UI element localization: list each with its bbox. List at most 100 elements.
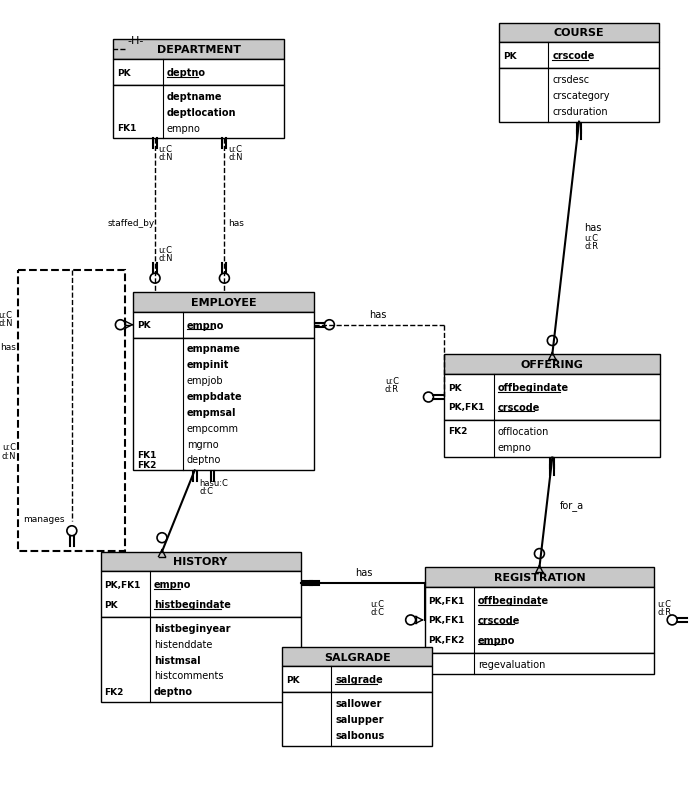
Text: staffed_by: staffed_by xyxy=(108,219,155,228)
Bar xyxy=(101,552,301,572)
Text: empno: empno xyxy=(167,124,201,133)
Text: d:C: d:C xyxy=(370,607,384,616)
Text: crscategory: crscategory xyxy=(552,91,610,101)
Text: histbeginyear: histbeginyear xyxy=(154,623,230,633)
Bar xyxy=(101,618,301,703)
Bar xyxy=(424,568,654,588)
Bar xyxy=(424,588,654,653)
Text: u:C: u:C xyxy=(158,145,172,154)
Text: COURSE: COURSE xyxy=(554,28,604,38)
Bar xyxy=(133,313,313,338)
Text: empno: empno xyxy=(154,580,191,589)
Text: has: has xyxy=(228,219,244,228)
Text: REGISTRATION: REGISTRATION xyxy=(493,573,585,582)
Text: crscode: crscode xyxy=(497,403,540,412)
Bar xyxy=(133,293,313,313)
Text: PK: PK xyxy=(503,51,516,61)
Text: deptname: deptname xyxy=(167,91,222,102)
Text: deptlocation: deptlocation xyxy=(167,107,237,118)
Bar xyxy=(444,375,660,420)
Text: u:C: u:C xyxy=(228,145,242,154)
Text: SALGRADE: SALGRADE xyxy=(324,652,391,662)
Text: OFFERING: OFFERING xyxy=(521,360,584,370)
Text: PK: PK xyxy=(117,68,131,78)
Text: d:N: d:N xyxy=(0,318,13,327)
Text: FK2: FK2 xyxy=(448,427,468,435)
Text: crscode: crscode xyxy=(478,615,520,625)
Text: histcomments: histcomments xyxy=(154,670,224,681)
Text: has: has xyxy=(355,568,372,577)
Text: EMPLOYEE: EMPLOYEE xyxy=(190,298,256,307)
Text: empno: empno xyxy=(187,320,224,330)
Text: d:N: d:N xyxy=(228,153,243,162)
Text: u:C: u:C xyxy=(370,599,384,608)
Bar xyxy=(282,666,433,692)
Text: offbegindate: offbegindate xyxy=(478,595,549,606)
Text: u:C: u:C xyxy=(385,377,399,386)
Text: manages: manages xyxy=(23,514,65,523)
Text: FK1: FK1 xyxy=(117,124,137,133)
Text: histenddate: histenddate xyxy=(154,639,213,649)
Text: mgrno: mgrno xyxy=(187,439,218,449)
Text: histbegindate: histbegindate xyxy=(154,599,231,610)
Text: offbegindate: offbegindate xyxy=(478,595,549,606)
Bar xyxy=(113,86,284,140)
Bar xyxy=(424,653,654,674)
Text: crscode: crscode xyxy=(478,615,520,625)
Bar xyxy=(113,40,284,60)
Text: sallower: sallower xyxy=(335,699,382,708)
Text: FK2: FK2 xyxy=(104,687,124,696)
Text: salgrade: salgrade xyxy=(335,674,383,685)
Text: u:C: u:C xyxy=(658,599,671,608)
Text: PK: PK xyxy=(137,321,151,330)
Text: empno: empno xyxy=(154,580,191,589)
Bar xyxy=(499,43,659,69)
Text: salgrade: salgrade xyxy=(335,674,383,685)
Text: u:C: u:C xyxy=(158,246,172,255)
Text: empno: empno xyxy=(187,320,224,330)
Bar xyxy=(282,692,433,746)
Text: deptno: deptno xyxy=(167,68,206,78)
Text: PK,FK1: PK,FK1 xyxy=(448,403,484,412)
Text: crsduration: crsduration xyxy=(552,107,608,116)
Text: d:N: d:N xyxy=(2,452,17,461)
Text: u:C: u:C xyxy=(584,233,598,243)
Text: empno: empno xyxy=(497,442,532,452)
Text: salupper: salupper xyxy=(335,714,384,724)
Bar xyxy=(133,338,313,471)
Text: offbegindate: offbegindate xyxy=(497,383,569,393)
Text: u:C: u:C xyxy=(0,310,12,319)
Text: d:N: d:N xyxy=(158,254,172,263)
Text: deptno: deptno xyxy=(167,68,206,78)
Text: deptno: deptno xyxy=(187,455,221,465)
Bar xyxy=(113,60,284,86)
Text: offbegindate: offbegindate xyxy=(497,383,569,393)
Bar xyxy=(499,23,659,43)
Text: u:C: u:C xyxy=(2,442,17,451)
Text: PK: PK xyxy=(286,675,299,684)
Text: regevaluation: regevaluation xyxy=(478,658,545,669)
Text: for_a: for_a xyxy=(560,500,584,511)
Text: empcomm: empcomm xyxy=(187,423,239,433)
Text: empjob: empjob xyxy=(187,375,224,386)
Text: d:R: d:R xyxy=(385,385,399,394)
Text: crscode: crscode xyxy=(497,403,540,412)
Text: empbdate: empbdate xyxy=(187,391,242,402)
Bar xyxy=(499,69,659,123)
Text: d:C: d:C xyxy=(199,487,214,496)
Text: offlocation: offlocation xyxy=(497,426,549,436)
Text: PK,FK1: PK,FK1 xyxy=(104,580,141,589)
Text: has: has xyxy=(369,310,386,319)
Text: empname: empname xyxy=(187,344,241,354)
Bar xyxy=(101,572,301,618)
Text: crscode: crscode xyxy=(552,51,595,61)
Text: PK,FK2: PK,FK2 xyxy=(428,635,465,645)
Text: has: has xyxy=(1,343,17,352)
Text: histmsal: histmsal xyxy=(154,654,201,665)
Text: FK1
FK2: FK1 FK2 xyxy=(137,450,157,469)
Bar xyxy=(19,271,126,551)
Text: empno: empno xyxy=(478,635,515,645)
Text: crscode: crscode xyxy=(552,51,595,61)
Text: -H-: -H- xyxy=(128,36,144,47)
Text: PK,FK1: PK,FK1 xyxy=(428,596,465,605)
